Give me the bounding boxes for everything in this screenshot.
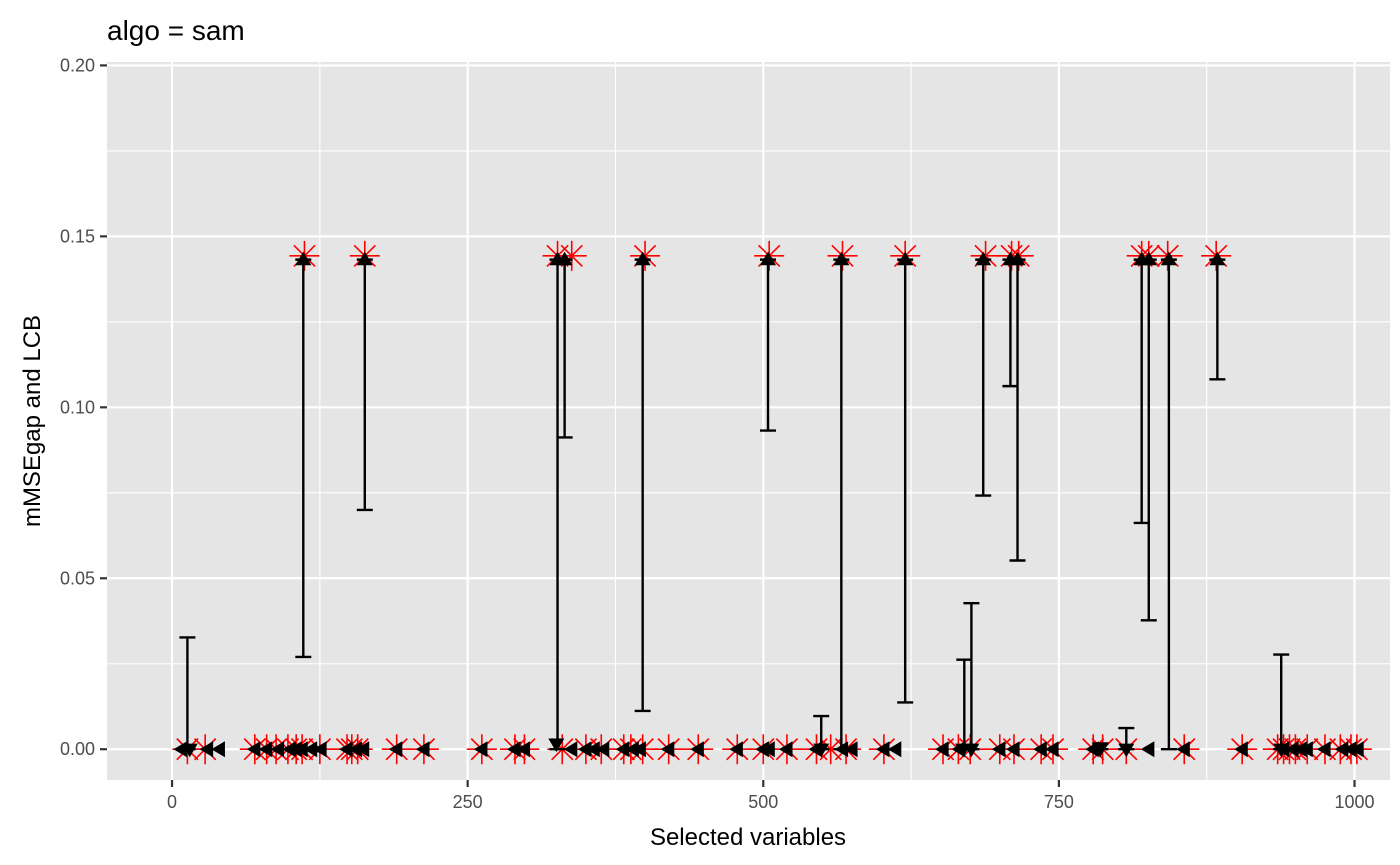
- triangle-left-point: [991, 741, 1006, 758]
- triangle-left-point: [690, 741, 704, 758]
- triangle-up-point: [1160, 251, 1177, 266]
- triangle-left-point: [1044, 741, 1059, 758]
- triangle-left-point: [258, 741, 273, 758]
- star-point: [556, 240, 587, 271]
- triangle-up-point: [356, 251, 373, 266]
- triangle-up-point: [634, 251, 651, 266]
- chart-title: algo = sam: [107, 15, 245, 46]
- triangle-down-point: [548, 738, 565, 753]
- triangle-left-point: [211, 741, 225, 758]
- triangle-up-point: [833, 251, 850, 266]
- triangle-left-point: [1234, 741, 1248, 758]
- triangle-left-point: [388, 741, 403, 758]
- triangle-left-point: [415, 741, 430, 758]
- y-tick-label: 0.10: [60, 397, 95, 417]
- triangle-up-point: [897, 251, 914, 266]
- triangle-left-point: [199, 741, 214, 758]
- triangle-left-point: [1033, 741, 1047, 758]
- triangle-left-point: [339, 741, 353, 758]
- triangle-left-point: [808, 741, 823, 758]
- y-axis-title: mMSEgap and LCB: [19, 315, 46, 527]
- triangle-left-point: [887, 741, 902, 758]
- triangle-left-point: [348, 741, 363, 758]
- triangle-left-point: [1350, 741, 1364, 758]
- triangle-left-point: [660, 741, 675, 758]
- triangle-up-point: [975, 251, 992, 266]
- triangle-left-point: [563, 741, 578, 758]
- triangle-up-point: [1140, 251, 1157, 266]
- triangle-left-point: [246, 741, 261, 758]
- triangle-left-point: [615, 741, 630, 758]
- triangle-left-point: [1275, 741, 1290, 758]
- triangle-down-point: [1118, 743, 1135, 758]
- triangle-left-point: [843, 741, 858, 758]
- triangle-left-point: [1285, 741, 1299, 758]
- triangle-left-point: [632, 741, 646, 758]
- x-tick-label: 0: [167, 792, 177, 812]
- triangle-left-point: [270, 741, 285, 758]
- triangle-left-point: [577, 741, 592, 758]
- triangle-left-point: [1085, 741, 1099, 758]
- triangle-left-point: [778, 741, 793, 758]
- triangle-left-point: [595, 741, 610, 758]
- triangle-up-point: [1009, 251, 1026, 266]
- triangle-left-point: [294, 741, 308, 758]
- triangle-left-point: [625, 741, 639, 758]
- triangle-left-point: [951, 741, 966, 758]
- triangle-left-point: [834, 741, 849, 758]
- triangle-left-point: [1299, 741, 1313, 758]
- triangle-up-point: [760, 251, 777, 266]
- x-tick-label: 750: [1044, 792, 1074, 812]
- y-tick-label: 0.05: [60, 568, 95, 588]
- triangle-markers: [173, 251, 1364, 758]
- x-tick-label: 500: [748, 792, 778, 812]
- triangle-left-point: [1140, 741, 1155, 758]
- triangle-left-point: [761, 741, 775, 758]
- triangle-left-point: [506, 741, 521, 758]
- triangle-left-point: [516, 741, 531, 758]
- triangle-left-point: [355, 741, 370, 758]
- triangle-left-point: [1005, 741, 1020, 758]
- triangle-left-point: [313, 741, 327, 758]
- triangle-down-point: [963, 743, 980, 758]
- triangle-left-point: [473, 741, 488, 758]
- y-tick-label: 0.20: [60, 55, 95, 75]
- triangle-left-point: [1342, 741, 1357, 758]
- triangle-left-point: [935, 741, 949, 758]
- triangle-up-point: [556, 251, 573, 266]
- triangle-left-point: [173, 741, 188, 758]
- triangle-up-point: [295, 251, 312, 266]
- grid-minor: [107, 62, 1390, 780]
- triangle-left-point: [1176, 741, 1190, 758]
- y-tick-label: 0.00: [60, 739, 95, 759]
- triangle-left-point: [729, 741, 743, 758]
- triangle-left-point: [586, 741, 600, 758]
- x-tick-label: 1000: [1335, 792, 1375, 812]
- y-tick-label: 0.15: [60, 226, 95, 246]
- x-axis-title: Selected variables: [650, 824, 846, 851]
- triangle-left-point: [303, 741, 318, 758]
- plot-panel: [107, 62, 1390, 780]
- triangle-left-point: [875, 741, 890, 758]
- triangle-up-point: [1209, 251, 1226, 266]
- x-axis: 0 250 500 750 1000: [167, 780, 1375, 812]
- y-axis: 0.00 0.05 0.10 0.15 0.20: [60, 55, 107, 759]
- triangle-left-point: [1334, 741, 1349, 758]
- triangle-left-point: [1316, 741, 1331, 758]
- x-tick-label: 250: [453, 792, 483, 812]
